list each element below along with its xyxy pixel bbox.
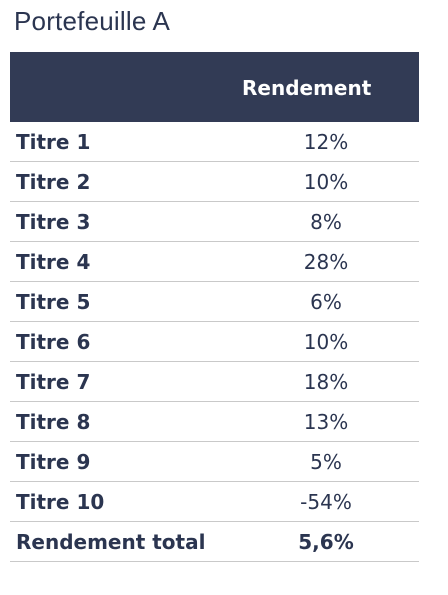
row-name: Titre 8	[16, 410, 91, 434]
returns-table: Rendement Titre 1 12% Titre 2 10% Titre …	[10, 52, 419, 562]
row-name: Titre 9	[16, 450, 91, 474]
table-row: Titre 3 8%	[10, 202, 419, 242]
row-name: Titre 6	[16, 330, 91, 354]
table-row: Titre 5 6%	[10, 282, 419, 322]
table-body: Titre 1 12% Titre 2 10% Titre 3 8% Titre…	[10, 122, 419, 562]
row-value: 13%	[303, 410, 349, 434]
row-name: Titre 1	[16, 130, 91, 154]
table-row: Titre 2 10%	[10, 162, 419, 202]
row-name: Titre 5	[16, 290, 91, 314]
total-value: 5,6%	[298, 530, 354, 554]
table-row: Titre 1 12%	[10, 122, 419, 162]
table-header: Rendement	[10, 52, 419, 122]
row-value: 18%	[303, 370, 349, 394]
total-label: Rendement total	[16, 530, 206, 554]
table-row: Titre 9 5%	[10, 442, 419, 482]
row-value: 10%	[303, 170, 349, 194]
table-row: Titre 10 -54%	[10, 482, 419, 522]
row-value: -54%	[300, 490, 352, 514]
table-row: Titre 7 18%	[10, 362, 419, 402]
table-row: Titre 4 28%	[10, 242, 419, 282]
row-value: 5%	[310, 450, 342, 474]
table-row: Titre 8 13%	[10, 402, 419, 442]
row-name: Titre 4	[16, 250, 91, 274]
page-title: Portefeuille A	[14, 6, 171, 36]
row-value: 10%	[303, 330, 349, 354]
table-row: Titre 6 10%	[10, 322, 419, 362]
row-value: 8%	[310, 210, 342, 234]
row-value: 12%	[303, 130, 349, 154]
row-value: 6%	[310, 290, 342, 314]
total-row: Rendement total 5,6%	[10, 522, 419, 562]
column-header-rendement: Rendement	[242, 76, 372, 100]
row-name: Titre 3	[16, 210, 91, 234]
row-name: Titre 10	[16, 490, 105, 514]
row-value: 28%	[303, 250, 349, 274]
row-name: Titre 7	[16, 370, 91, 394]
row-name: Titre 2	[16, 170, 91, 194]
